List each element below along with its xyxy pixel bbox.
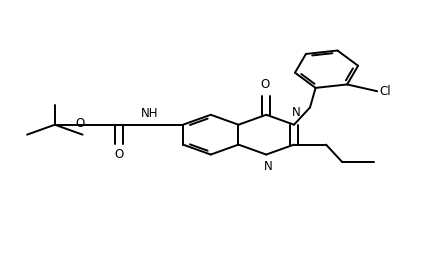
Text: N: N bbox=[264, 160, 273, 173]
Text: Cl: Cl bbox=[379, 85, 391, 98]
Text: O: O bbox=[260, 78, 269, 91]
Text: O: O bbox=[76, 117, 85, 130]
Text: O: O bbox=[114, 148, 123, 161]
Text: N: N bbox=[292, 106, 301, 120]
Text: NH: NH bbox=[141, 107, 158, 120]
